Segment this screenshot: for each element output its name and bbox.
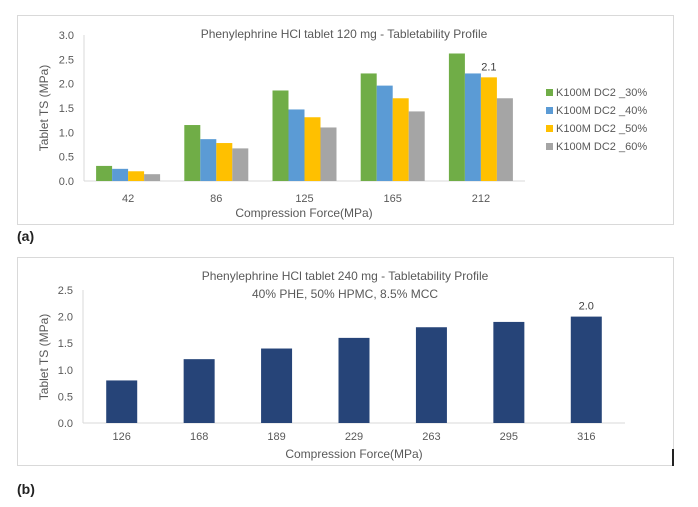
chart-a-x-tick-label: 212 <box>472 193 490 205</box>
chart-a-legend-label: K100M DC2 _30% <box>556 87 647 99</box>
chart-a-y-tick-label: 1.5 <box>59 103 74 115</box>
chart-b-x-tick-label: 168 <box>190 431 208 443</box>
chart-b-x-tick-label: 295 <box>500 431 518 443</box>
chart-a-legend-label: K100M DC2 _60% <box>556 141 647 153</box>
chart-a-title: Phenylephrine HCl tablet 120 mg - Tablet… <box>201 27 488 41</box>
chart-b-x-tick-label: 126 <box>113 431 131 443</box>
chart-a-bar <box>376 85 393 181</box>
panel-label-b: (b) <box>17 481 35 497</box>
chart-b-bar <box>415 327 447 423</box>
chart-a-bar <box>96 165 113 181</box>
chart-a-bar <box>232 148 249 181</box>
panel-label-a: (a) <box>17 228 35 244</box>
chart-b-bar <box>338 337 370 423</box>
edge-mark <box>672 449 674 466</box>
chart-b-y-tick-label: 2.5 <box>58 285 73 297</box>
chart-b-bar <box>183 359 215 423</box>
chart-b-x-tick-label: 229 <box>345 431 363 443</box>
chart-a-x-axis-title: Compression Force(MPa) <box>235 206 372 220</box>
chart-a-bar <box>392 98 409 181</box>
chart-a-y-tick-label: 0.5 <box>59 152 74 164</box>
chart-b-bar <box>493 321 525 423</box>
chart-b-x-axis-title: Compression Force(MPa) <box>285 447 422 461</box>
chart-a-bar <box>464 73 481 181</box>
chart-a-legend-label: K100M DC2 _50% <box>556 123 647 135</box>
chart-b-y-tick-label: 0.5 <box>58 391 73 403</box>
chart-a-bar <box>496 98 513 181</box>
chart-b-y-tick-label: 2.0 <box>58 312 73 324</box>
chart-a-y-axis-title: Tablet TS (MPa) <box>37 65 51 151</box>
chart-a-bar <box>184 125 201 181</box>
chart-a-bar <box>144 174 161 181</box>
chart-b-bar <box>106 380 138 423</box>
chart-a-legend-swatch <box>546 125 553 132</box>
chart-b-bar <box>261 348 293 423</box>
chart-a-legend-swatch <box>546 143 553 150</box>
chart-a-y-tick-label: 3.0 <box>59 30 74 42</box>
chart-a-y-tick-label: 2.0 <box>59 79 74 91</box>
chart-a-x-tick-label: 86 <box>210 193 222 205</box>
chart-a-data-label: 2.1 <box>481 61 496 73</box>
chart-a-bar <box>408 111 425 181</box>
chart-a-legend-swatch <box>546 107 553 114</box>
chart-a-y-tick-label: 1.0 <box>59 127 74 139</box>
chart-b-data-label: 2.0 <box>579 301 594 313</box>
chart-a-bar <box>448 53 465 181</box>
chart-b-x-tick-label: 189 <box>267 431 285 443</box>
chart-b-y-tick-label: 0.0 <box>58 418 73 430</box>
chart-b-x-tick-label: 316 <box>577 431 595 443</box>
chart-b-y-tick-label: 1.5 <box>58 338 73 350</box>
chart-b-x-tick-label: 263 <box>422 431 440 443</box>
chart-b-plot: 0.0 0.5 1.0 1.5 2.0 2.5 126 168 189 229 263 295 316 2… <box>58 285 625 443</box>
chart-a-y-tick-label: 0.0 <box>59 176 74 188</box>
chart-a-bar <box>272 90 289 181</box>
chart-a-y-tick-label: 2.5 <box>59 54 74 66</box>
chart-b-title: Phenylephrine HCl tablet 240 mg - Tablet… <box>202 269 489 283</box>
chart-a-x-tick-label: 125 <box>295 193 313 205</box>
chart-b-bar <box>570 316 602 423</box>
chart-b-y-axis-title: Tablet TS (MPa) <box>37 314 51 400</box>
chart-a-bar <box>216 143 233 181</box>
chart-a-frame <box>17 15 674 225</box>
chart-a-plot: 0.0 0.5 1.0 1.5 2.0 2.5 3.0 42 86 125 165 212 2.1 K10… <box>59 30 648 205</box>
chart-a-bar <box>320 127 337 181</box>
chart-a-legend-label: K100M DC2 _40% <box>556 105 647 117</box>
chart-a-bar <box>128 171 145 181</box>
chart-a-legend-swatch <box>546 89 553 96</box>
chart-a-bar <box>288 109 305 181</box>
chart-b-subtitle: 40% PHE, 50% HPMC, 8.5% MCC <box>252 287 438 301</box>
chart-b-y-tick-label: 1.0 <box>58 365 73 377</box>
chart-a-x-tick-label: 42 <box>122 193 134 205</box>
chart-a-bar <box>304 117 321 181</box>
chart-a-bar <box>200 139 217 181</box>
chart-a-x-tick-label: 165 <box>384 193 402 205</box>
chart-a-bar <box>360 73 377 181</box>
chart-a-bar <box>112 168 129 181</box>
chart-a-bar <box>480 77 497 181</box>
